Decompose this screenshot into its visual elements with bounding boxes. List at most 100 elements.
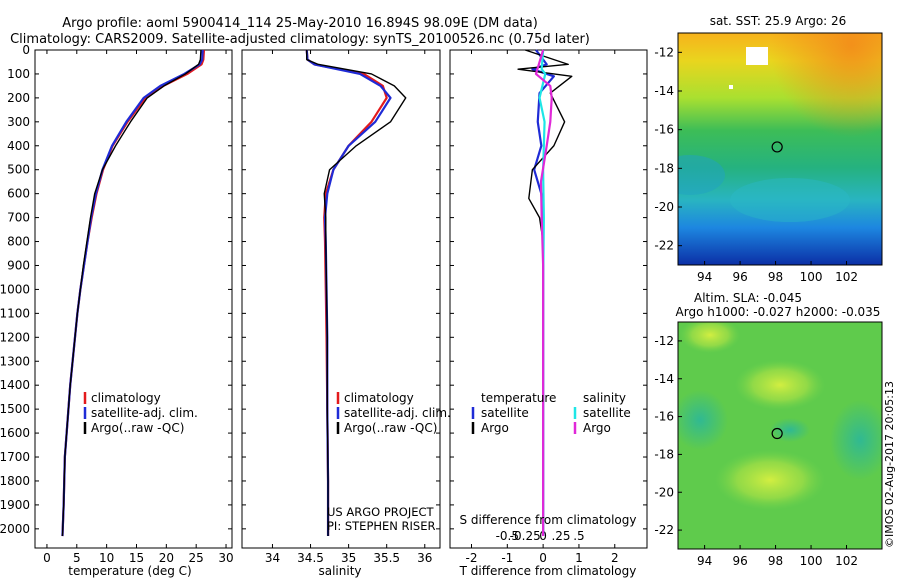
- map-x-tick-label: 96: [732, 554, 747, 568]
- difference-legend-t-argo: Argo: [481, 421, 509, 435]
- y-tick-label: 1700: [0, 450, 30, 464]
- difference-legend-s-satellite: satellite: [583, 406, 631, 420]
- sla-map-ticks: 94 96 98 100 102 -12 -14 -16 -18 -20 -22: [654, 334, 858, 568]
- y-tick-label: 1900: [0, 498, 30, 512]
- x-tick-label: 10: [99, 551, 114, 565]
- difference-axes-box: [449, 49, 648, 549]
- sla-map-subtitle: Argo h1000: -0.027 h2000: -0.035: [676, 305, 881, 319]
- x-tick-label: 2: [611, 551, 619, 565]
- title-line1: Argo profile: aoml 5900414_114 25-May-20…: [62, 16, 538, 31]
- map-y-tick-label: -12: [654, 45, 674, 59]
- sla-map: Altim. SLA: -0.045 Argo h1000: -0.027 h2…: [654, 291, 883, 568]
- sla-blob-south: [715, 450, 825, 510]
- map-x-tick-label: 94: [697, 270, 712, 284]
- sst-map-ticks: 94 96 98 100 102 -12 -14 -16 -18 -20 -22: [654, 45, 858, 284]
- temperature-legend: climatology satellite-adj. clim. Argo(..…: [83, 391, 198, 435]
- x-tick-label: -2: [466, 551, 478, 565]
- title-line2: Climatology: CARS2009. Satellite-adjuste…: [10, 32, 590, 47]
- temperature-panel: 0100200300400500600700800900100011001200…: [0, 43, 234, 578]
- map-x-tick-label: 94: [697, 554, 712, 568]
- x-tick-label: 1: [575, 551, 583, 565]
- map-y-tick-label: -20: [654, 200, 674, 214]
- map-y-tick-label: -16: [654, 123, 674, 137]
- map-y-tick-label: -22: [654, 523, 674, 537]
- sst-field: [678, 33, 882, 265]
- y-tick-label: 1100: [0, 306, 30, 320]
- sst-map-frame: [677, 32, 883, 266]
- series-line-argo-raw-qc-: [61, 49, 202, 537]
- map-y-tick-label: -12: [654, 334, 674, 348]
- x-tick-label: 35.5: [373, 551, 400, 565]
- map-x-tick-label: 100: [800, 270, 823, 284]
- top-x-tick-label: .25: [551, 529, 570, 543]
- temperature-xlabel: temperature (deg C): [68, 564, 191, 578]
- salinity-annotation-project: US ARGO PROJECT: [327, 505, 435, 519]
- sst-cold-patch: [678, 155, 725, 195]
- map-x-tick-label: 98: [768, 554, 783, 568]
- salinity-axes-box: [241, 49, 441, 549]
- temperature-legend-satellite: satellite-adj. clim.: [91, 406, 198, 420]
- sla-low-east: [830, 400, 882, 480]
- x-tick-label: 34: [265, 551, 280, 565]
- x-tick-label: 0: [43, 551, 51, 565]
- difference-legend-salinity-title: salinity: [583, 391, 626, 405]
- temperature-axes-box: [34, 49, 233, 549]
- x-tick-label: 36: [417, 551, 432, 565]
- sst-map-title: sat. SST: 25.9 Argo: 26: [710, 14, 847, 28]
- y-tick-label: 300: [7, 115, 30, 129]
- copyright-stamp: ©IMOS 02-Aug-2017 20:05:13: [883, 381, 896, 548]
- map-y-tick-label: -22: [654, 239, 674, 253]
- salinity-ticks: 34 34.5 35 35.5 36: [242, 49, 440, 565]
- salinity-legend-climatology: climatology: [344, 391, 414, 405]
- sla-map-title: Altim. SLA: -0.045: [694, 291, 802, 305]
- x-tick-label: 25: [189, 551, 204, 565]
- difference-panel: -2 -1 0 1 2-0.5-0.250.25.5 temperature satel…: [449, 49, 648, 578]
- difference-legend-s-argo: Argo: [583, 421, 611, 435]
- sst-cloud-mask-small: [729, 85, 733, 89]
- y-tick-label: 200: [7, 91, 30, 105]
- sla-map-frame: [677, 321, 883, 550]
- map-x-tick-label: 100: [800, 554, 823, 568]
- map-y-tick-label: -18: [654, 447, 674, 461]
- y-tick-label: 800: [7, 235, 30, 249]
- map-x-tick-label: 102: [835, 554, 858, 568]
- temperature-legend-climatology: climatology: [91, 391, 161, 405]
- x-tick-label: 34.5: [297, 551, 324, 565]
- y-tick-label: 1800: [0, 474, 30, 488]
- map-x-tick-label: 102: [835, 270, 858, 284]
- y-tick-label: 500: [7, 163, 30, 177]
- sla-low-centre: [770, 418, 810, 442]
- salinity-legend-satellite: satellite-adj. clim.: [344, 406, 451, 420]
- difference-legend: temperature satellite Argo salinity sate…: [471, 391, 631, 435]
- y-tick-label: 400: [7, 139, 30, 153]
- map-x-tick-label: 98: [768, 270, 783, 284]
- y-tick-label: 1600: [0, 426, 30, 440]
- map-y-tick-label: -18: [654, 161, 674, 175]
- sla-low-west: [678, 390, 728, 450]
- sla-float-location: [771, 427, 783, 440]
- x-tick-label: -1: [501, 551, 513, 565]
- y-tick-label: 100: [7, 67, 30, 81]
- y-tick-label: 0: [22, 43, 30, 57]
- series-line-s-argo: [534, 49, 553, 537]
- map-y-tick-label: -20: [654, 485, 674, 499]
- x-tick-label: 20: [159, 551, 174, 565]
- y-tick-label: 1500: [0, 402, 30, 416]
- salinity-annotation-pi: PI: STEPHEN RISER: [327, 519, 436, 533]
- y-tick-label: 1200: [0, 330, 30, 344]
- map-y-tick-label: -14: [654, 372, 674, 386]
- sst-float-location: [771, 141, 783, 153]
- sst-warm-patch: [678, 33, 882, 265]
- temperature-series: [61, 49, 206, 537]
- top-x-tick-label: -0.25: [510, 529, 541, 543]
- salinity-series: [305, 49, 407, 537]
- top-x-tick-label: -0.5: [496, 529, 519, 543]
- sst-cloud-mask: [746, 47, 768, 65]
- difference-top-xlabel: S difference from climatology: [460, 513, 637, 527]
- difference-ticks: -2 -1 0 1 2-0.5-0.250.25.5: [450, 49, 647, 565]
- salinity-legend-argo: Argo(..raw -QC): [344, 421, 437, 435]
- y-tick-label: 1400: [0, 378, 30, 392]
- y-tick-label: 900: [7, 258, 30, 272]
- x-tick-label: 0: [539, 551, 547, 565]
- series-line-argo-raw-qc-: [306, 50, 407, 537]
